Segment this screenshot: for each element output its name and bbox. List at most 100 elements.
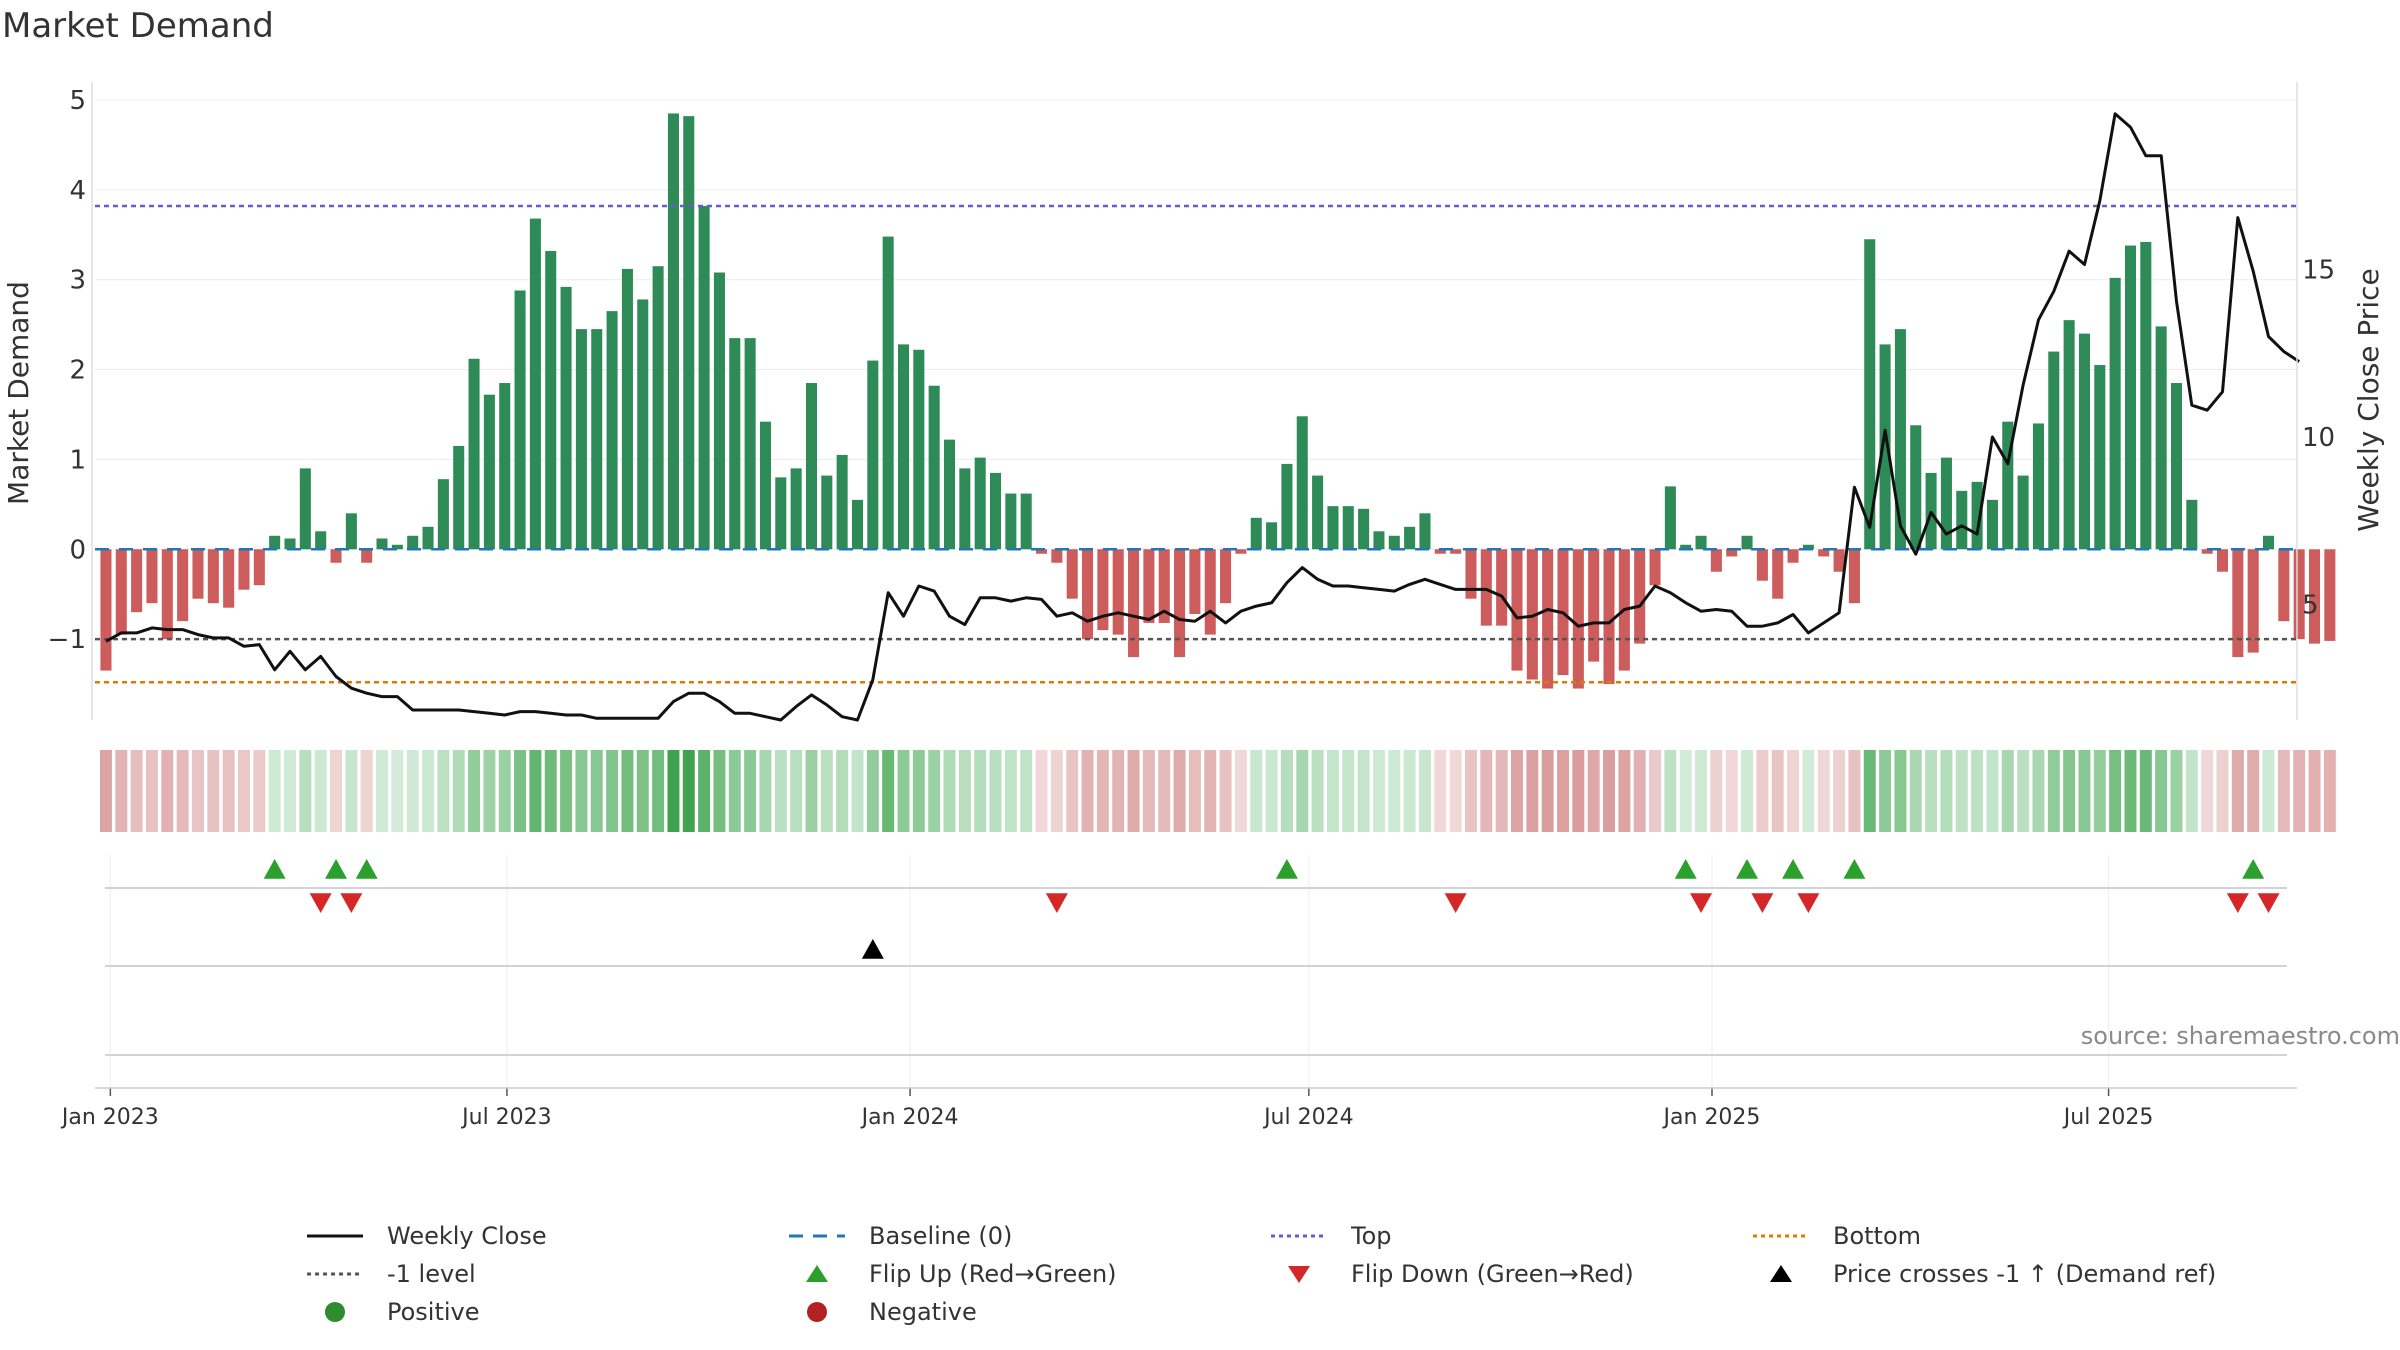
demand-bar	[1848, 549, 1860, 604]
demand-bar	[2201, 549, 2213, 554]
strip-cell	[422, 750, 435, 832]
flip-down-marker	[2257, 893, 2280, 913]
demand-bar	[468, 358, 480, 550]
demand-bar	[744, 338, 756, 550]
demand-bar	[851, 499, 864, 550]
strip-cell	[1219, 750, 1232, 832]
demand-bar	[207, 549, 219, 604]
strip-cell	[1955, 750, 1968, 832]
demand-bar	[2140, 241, 2152, 550]
demand-bar	[1603, 549, 1615, 685]
strip-cell	[1633, 750, 1646, 832]
strip-cell	[1802, 750, 1815, 832]
strip-cell	[1725, 750, 1738, 832]
source-credit: source: sharemaestro.com	[2080, 1022, 2400, 1050]
strip-cell	[2247, 750, 2260, 832]
demand-bar	[1220, 549, 1232, 604]
demand-bar	[1158, 549, 1170, 623]
strip-cell	[514, 750, 527, 832]
demand-bar	[667, 113, 679, 550]
strip-cell	[222, 750, 235, 832]
y-tick-label: 2	[69, 356, 86, 386]
x-tick-label: Jan 2023	[60, 1105, 159, 1130]
demand-bar	[192, 549, 204, 599]
dotted-line-icon	[1271, 1234, 1327, 1238]
demand-bar	[1250, 517, 1262, 550]
demand-bar	[575, 329, 587, 550]
demand-bar	[1726, 549, 1738, 557]
legend-label: Baseline (0)	[869, 1222, 1013, 1250]
strip-cell	[1710, 750, 1723, 832]
demand-bar	[1020, 493, 1032, 550]
demand-bar	[2002, 421, 2014, 550]
demand-bar	[1082, 549, 1094, 640]
strip-cell	[1464, 750, 1477, 832]
demand-bar	[2324, 549, 2336, 641]
legend-price-cross: Price crosses -1 ↑ (Demand ref)	[1751, 1256, 2216, 1292]
strip-cell	[1817, 750, 1830, 832]
legend-baseline: Baseline (0)	[787, 1218, 1012, 1254]
demand-bar	[1174, 549, 1186, 658]
demand-bar	[1373, 531, 1385, 550]
strip-cell	[2001, 750, 2014, 832]
strip-cell	[1449, 750, 1462, 832]
strip-cell	[1127, 750, 1140, 832]
strip-cell	[1204, 750, 1217, 832]
y-tick-label: 4	[69, 176, 86, 206]
strip-cell	[207, 750, 220, 832]
y-axis-label: Market Demand	[2, 281, 35, 505]
flip-down-marker	[1751, 893, 1774, 913]
reference-lines	[95, 204, 2297, 684]
strip-cell	[1311, 750, 1324, 832]
strip-cell	[928, 750, 941, 832]
strip-cell	[1234, 750, 1247, 832]
demand-bar	[1358, 508, 1370, 550]
strip-cell	[2170, 750, 2183, 832]
demand-bar	[1879, 344, 1891, 550]
strip-cell	[682, 750, 695, 832]
demand-bar	[1664, 486, 1676, 550]
chart-title: Market Demand	[2, 6, 274, 46]
strip-cell	[145, 750, 158, 832]
strip-cell	[1388, 750, 1401, 832]
strip-cell	[1879, 750, 1892, 832]
flip-down-marker	[1444, 893, 1467, 913]
demand-bar	[1097, 549, 1109, 631]
strip-cell	[2185, 750, 2198, 832]
legend-weekly-close: Weekly Close	[305, 1218, 547, 1254]
y2-tick-label: 15	[2302, 256, 2335, 286]
legend-label: -1 level	[387, 1260, 476, 1288]
strip-cell	[1894, 750, 1907, 832]
demand-bar	[974, 457, 986, 550]
demand-bar	[115, 549, 127, 635]
demand-bar	[1695, 535, 1707, 550]
strip-cell	[529, 750, 542, 832]
strip-cell	[774, 750, 787, 832]
demand-bar	[253, 549, 265, 586]
strip-cell	[1526, 750, 1539, 832]
flip-down-marker	[1797, 893, 1820, 913]
legend-label: Positive	[387, 1298, 480, 1326]
flip-up-marker	[263, 859, 286, 879]
demand-bar	[959, 468, 971, 550]
strip-cell	[759, 750, 772, 832]
strip-cell	[345, 750, 358, 832]
dashed-line-icon	[789, 1234, 845, 1238]
demand-bar	[560, 286, 572, 550]
strip-cell	[1741, 750, 1754, 832]
strip-cell	[1756, 750, 1769, 832]
dotted-line-icon	[1753, 1234, 1809, 1238]
demand-bar	[1986, 499, 1998, 550]
signal-markers	[263, 859, 2280, 959]
strip-cell	[2323, 750, 2336, 832]
strip-cell	[115, 750, 128, 832]
strip-cell	[468, 750, 481, 832]
demand-bar	[361, 549, 373, 563]
demand-bar	[2278, 549, 2290, 622]
legend-negative: Negative	[787, 1294, 977, 1330]
demand-bar	[269, 535, 281, 550]
strip-cell	[728, 750, 741, 832]
strip-cell	[1250, 750, 1263, 832]
flip-up-marker	[1736, 859, 1759, 879]
demand-bar	[1526, 549, 1538, 680]
